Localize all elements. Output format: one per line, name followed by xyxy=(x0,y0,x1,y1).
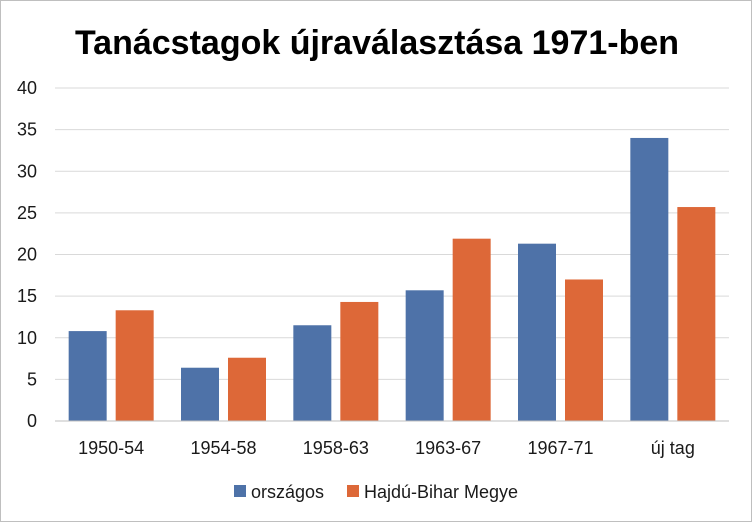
bar-orszagos-1 xyxy=(181,367,219,421)
x-tick-label: 1967-71 xyxy=(527,438,593,458)
legend-swatch xyxy=(347,485,359,497)
y-tick-label: 5 xyxy=(27,369,37,389)
bar-hajdu-bihar-1 xyxy=(228,357,266,421)
legend: országos Hajdú-Bihar Megye xyxy=(234,482,518,502)
bar-orszagos-5 xyxy=(630,137,669,421)
y-tick-label: 35 xyxy=(17,120,37,140)
x-tick-label: 1954-58 xyxy=(190,438,256,458)
legend-label: országos xyxy=(251,482,324,502)
legend-label: Hajdú-Bihar Megye xyxy=(364,482,518,502)
x-tick-label: 1950-54 xyxy=(78,438,144,458)
gridlines xyxy=(55,87,729,380)
bar-orszagos-3 xyxy=(405,290,444,421)
bar-hajdu-bihar-0 xyxy=(115,310,154,421)
legend-swatch xyxy=(234,485,246,497)
bar-hajdu-bihar-3 xyxy=(452,238,491,421)
y-tick-label: 10 xyxy=(17,328,37,348)
bar-orszagos-2 xyxy=(293,325,332,421)
y-axis-ticks: 0 5 10 15 20 25 30 35 40 xyxy=(17,78,37,431)
x-tick-label: 1958-63 xyxy=(303,438,369,458)
y-tick-label: 20 xyxy=(17,245,37,265)
x-tick-label: 1963-67 xyxy=(415,438,481,458)
bar-orszagos-4 xyxy=(518,243,556,421)
chart-title: Tanácstagok újraválasztása 1971-ben xyxy=(75,24,679,62)
bar-hajdu-bihar-4 xyxy=(565,279,603,421)
x-axis-ticks: 1950-54 1954-58 1958-63 1963-67 1967-71 új ta… xyxy=(78,438,695,458)
y-tick-label: 30 xyxy=(17,161,37,181)
x-tick-label: új tag xyxy=(651,438,695,458)
bars xyxy=(68,137,716,421)
bar-hajdu-bihar-2 xyxy=(340,301,379,421)
bar-orszagos-0 xyxy=(68,331,107,421)
bar-hajdu-bihar-5 xyxy=(677,207,716,421)
y-tick-label: 0 xyxy=(27,411,37,431)
y-tick-label: 15 xyxy=(17,286,37,306)
y-tick-label: 25 xyxy=(17,203,37,223)
y-tick-label: 40 xyxy=(17,78,37,98)
